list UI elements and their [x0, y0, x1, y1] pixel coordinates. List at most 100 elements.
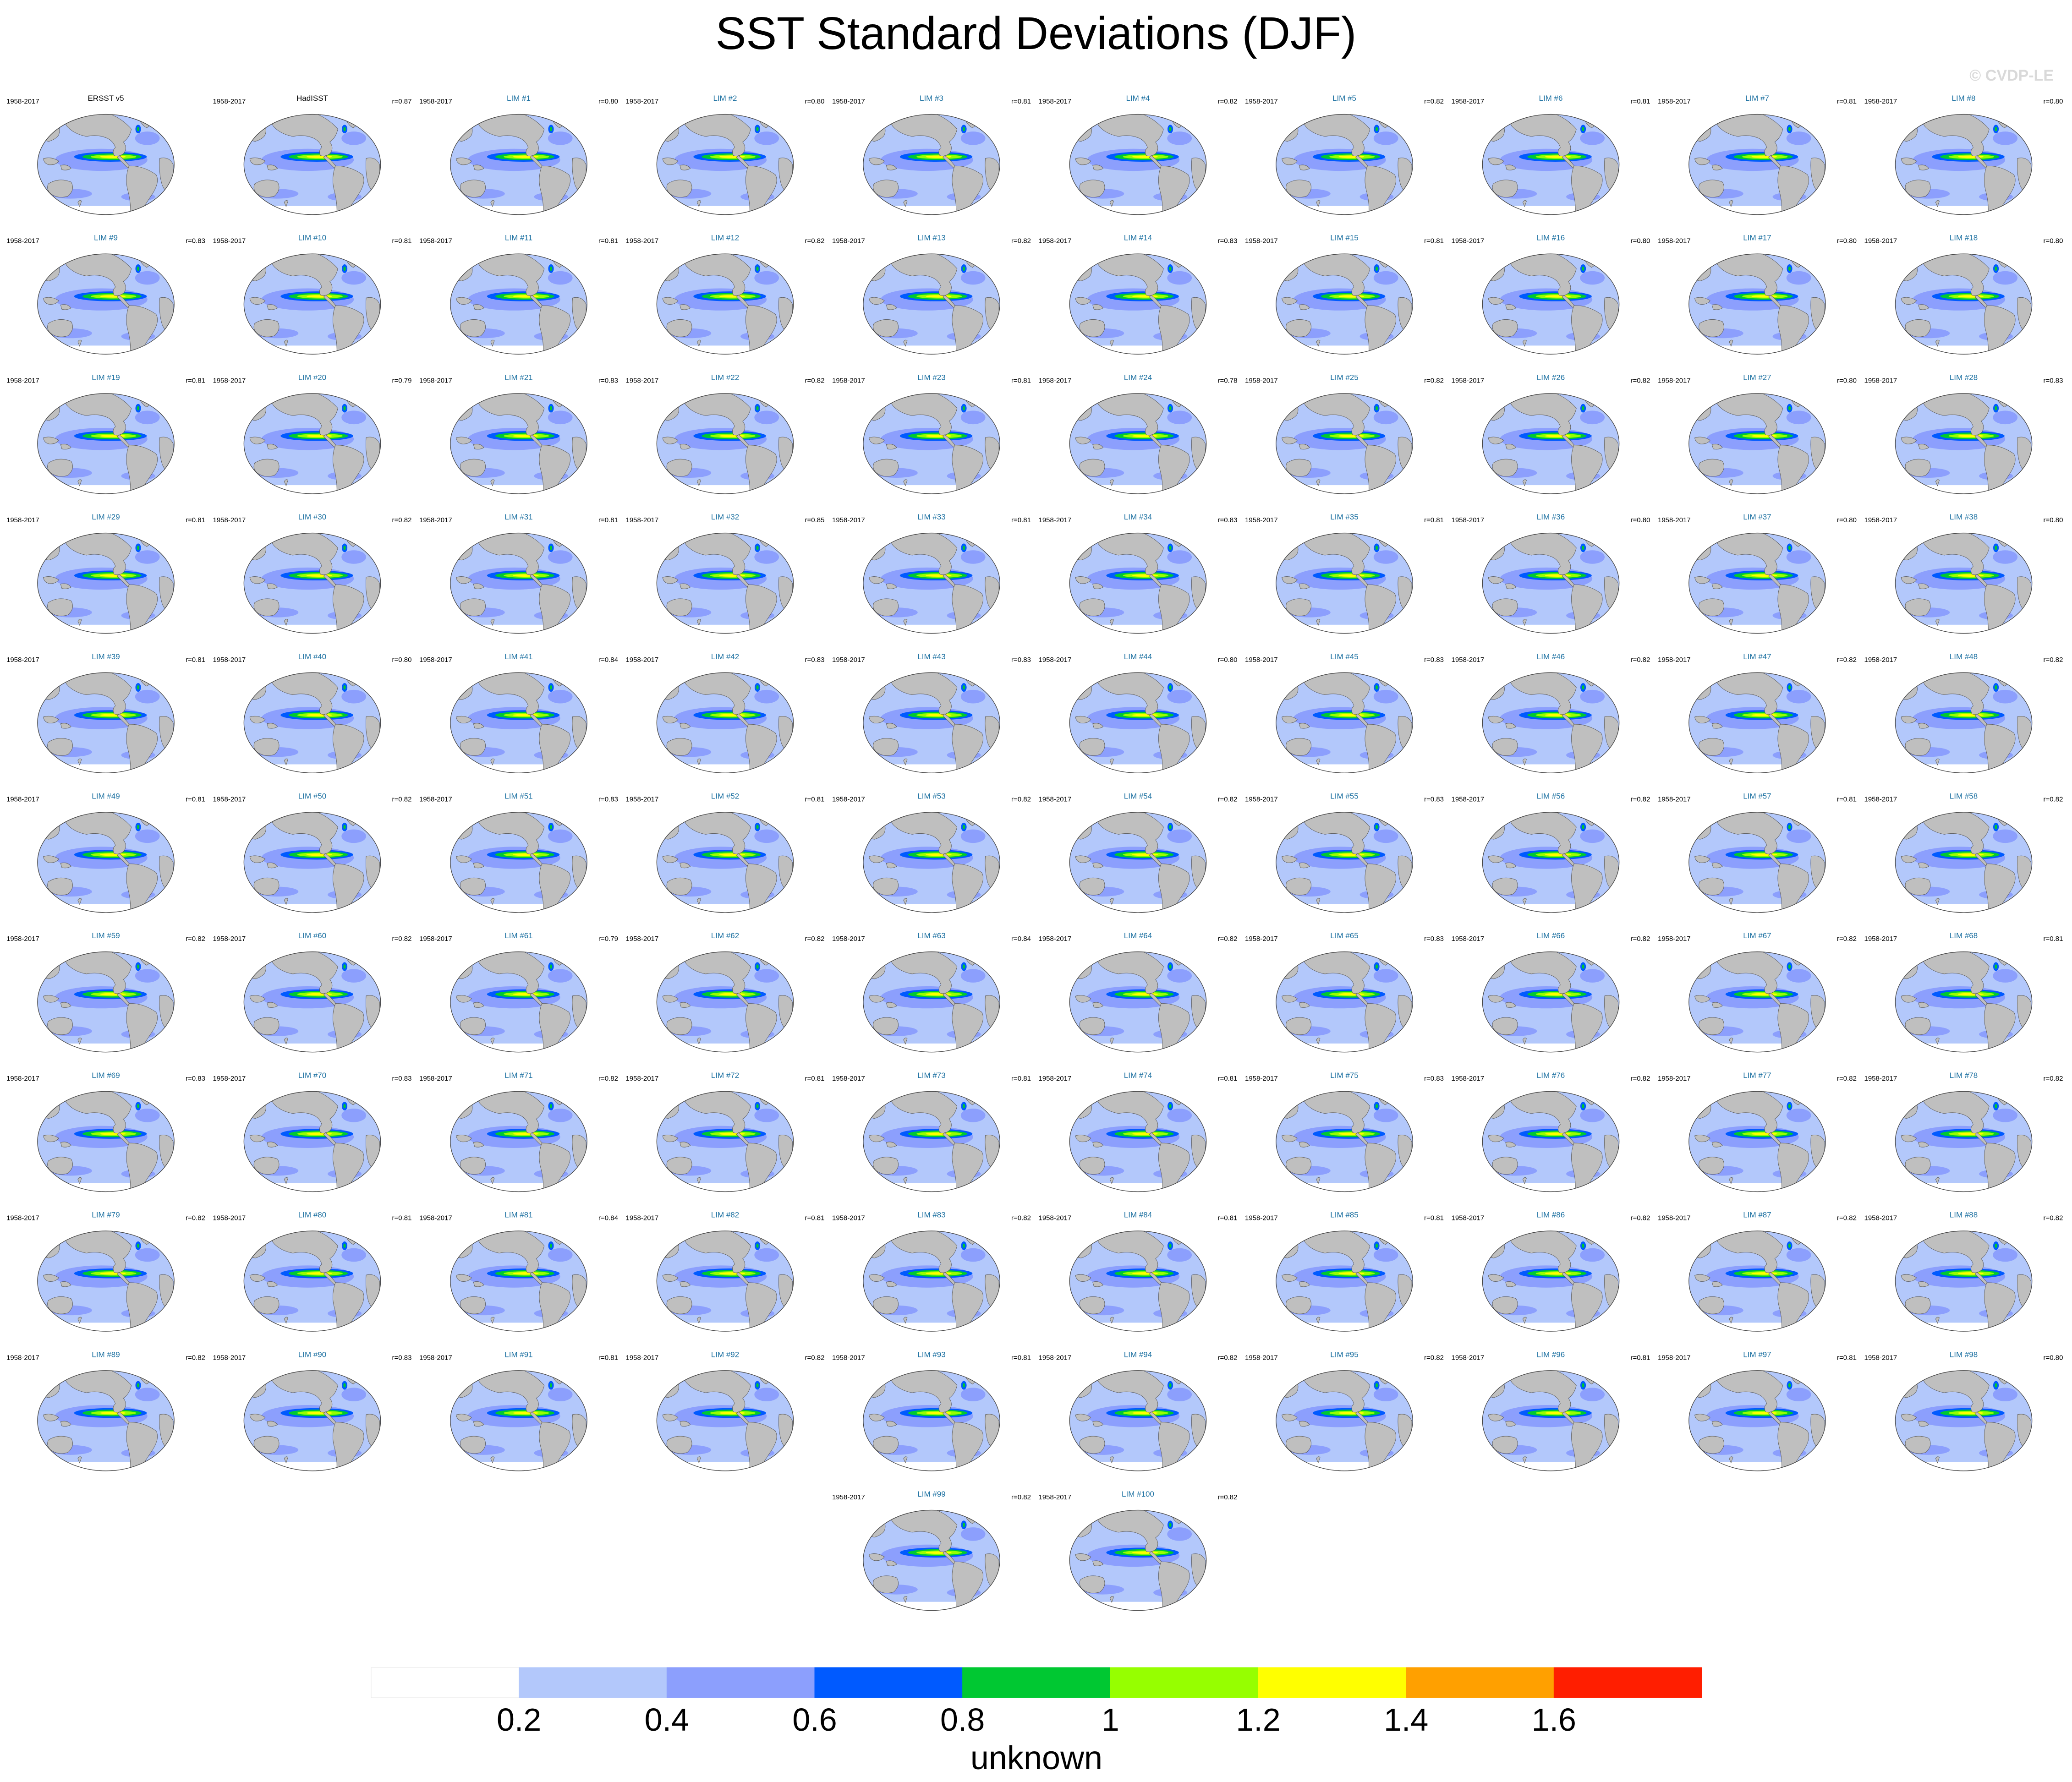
panel-period: 1958-2017: [6, 98, 39, 105]
panel-period: 1958-2017: [1039, 98, 1072, 105]
panel-label: LIM #12: [711, 234, 739, 242]
panel-label: LIM #74: [1124, 1071, 1152, 1080]
panel-period: 1958-2017: [419, 377, 452, 384]
panel-label: LIM #60: [298, 931, 326, 940]
panel-correlation: r=0.83: [1424, 1075, 1444, 1082]
panel-label: LIM #49: [92, 792, 120, 801]
panel-correlation: r=0.80: [1218, 656, 1238, 664]
panel-period: 1958-2017: [419, 1354, 452, 1361]
panel-period: 1958-2017: [419, 935, 452, 943]
panel-correlation: r=0.83: [2044, 377, 2063, 384]
map-panel: 1958-2017 LIM #12 r=0.82: [626, 234, 825, 380]
panel-label: LIM #24: [1124, 373, 1152, 382]
panel-label: LIM #85: [1330, 1211, 1358, 1219]
panel-period: 1958-2017: [419, 1214, 452, 1222]
panel-period: 1958-2017: [213, 1214, 246, 1222]
panel-correlation: r=0.81: [1011, 377, 1031, 384]
panel-correlation: r=0.81: [598, 516, 618, 524]
panel-period: 1958-2017: [213, 656, 246, 664]
map-panel: 1958-2017 LIM #97 r=0.81: [1658, 1350, 1857, 1496]
map-panel: 1958-2017 LIM #51 r=0.83: [419, 792, 618, 938]
panel-label: LIM #48: [1950, 652, 1978, 661]
panel-label: LIM #9: [94, 234, 118, 242]
panel-label: LIM #8: [1952, 94, 1976, 103]
panel-correlation: r=0.81: [1424, 516, 1444, 524]
panel-period: 1958-2017: [1039, 1214, 1072, 1222]
map-panel: 1958-2017 LIM #36 r=0.80: [1452, 513, 1650, 659]
panel-label: LIM #81: [504, 1211, 532, 1219]
panel-correlation: r=0.81: [1424, 237, 1444, 245]
panel-label: LIM #1: [507, 94, 531, 103]
panel-period: 1958-2017: [6, 377, 39, 384]
map-panel: 1958-2017 LIM #3 r=0.81: [832, 94, 1031, 240]
panel-correlation: r=0.81: [805, 1075, 825, 1082]
panel-label: LIM #39: [92, 652, 120, 661]
panel-label: LIM #11: [505, 234, 532, 242]
panel-period: 1958-2017: [1658, 377, 1691, 384]
panel-period: 1958-2017: [6, 1354, 39, 1361]
panel-label: LIM #70: [298, 1071, 326, 1080]
panel-correlation: r=0.82: [186, 1214, 205, 1222]
panel-period: 1958-2017: [6, 237, 39, 245]
panel-correlation: r=0.83: [805, 656, 825, 664]
map-panel: 1958-2017 LIM #76 r=0.82: [1452, 1071, 1650, 1217]
map-panel: 1958-2017 LIM #23 r=0.81: [832, 373, 1031, 519]
panel-period: 1958-2017: [1039, 1354, 1072, 1361]
map-panel: 1958-2017 LIM #16 r=0.80: [1452, 234, 1650, 380]
panel-label: LIM #44: [1124, 652, 1152, 661]
map-panel: 1958-2017 LIM #13 r=0.82: [832, 234, 1031, 380]
panel-label: LIM #86: [1537, 1211, 1565, 1219]
panel-correlation: r=0.81: [1011, 1354, 1031, 1361]
panel-period: 1958-2017: [626, 377, 659, 384]
map-panel: 1958-2017 LIM #4 r=0.82: [1039, 94, 1238, 240]
panel-correlation: r=0.82: [1631, 796, 1650, 804]
colorbar-tick-label: 1.6: [1532, 1702, 1576, 1738]
map-panel: 1958-2017 LIM #11 r=0.81: [419, 234, 618, 380]
map-panel: 1958-2017 LIM #74 r=0.81: [1039, 1071, 1238, 1217]
map-panel: 1958-2017 LIM #47 r=0.82: [1658, 652, 1857, 798]
map-panel: 1958-2017 LIM #94 r=0.82: [1039, 1350, 1238, 1496]
panel-label: LIM #27: [1743, 373, 1771, 382]
panel-label: LIM #78: [1950, 1071, 1978, 1080]
map-panel: 1958-2017 LIM #92 r=0.82: [626, 1350, 825, 1496]
panel-period: 1958-2017: [419, 1075, 452, 1082]
panel-correlation: r=0.82: [598, 1075, 618, 1082]
panel-correlation: r=0.82: [805, 377, 825, 384]
map-panel: 1958-2017 LIM #49 r=0.81: [6, 792, 205, 938]
panel-label: LIM #45: [1330, 652, 1358, 661]
panel-period: 1958-2017: [1864, 377, 1897, 384]
map-panel: 1958-2017 LIM #43 r=0.83: [832, 652, 1031, 798]
map-panel: 1958-2017 LIM #85 r=0.81: [1245, 1211, 1444, 1357]
panel-label: LIM #90: [298, 1350, 326, 1359]
panel-label: LIM #6: [1539, 94, 1563, 103]
map-panel: 1958-2017 LIM #84 r=0.81: [1039, 1211, 1238, 1357]
panel-correlation: r=0.82: [1631, 1075, 1650, 1082]
panel-period: 1958-2017: [1245, 656, 1278, 664]
map-panel: 1958-2017 LIM #71 r=0.82: [419, 1071, 618, 1217]
panel-correlation: r=0.84: [598, 656, 618, 664]
panel-correlation: r=0.81: [598, 1354, 618, 1361]
map-panel: 1958-2017 LIM #59 r=0.82: [6, 931, 205, 1077]
panel-period: 1958-2017: [419, 656, 452, 664]
panel-label: LIM #47: [1743, 652, 1771, 661]
panel-correlation: r=0.82: [1218, 98, 1238, 105]
map-panel: 1958-2017 LIM #54 r=0.82: [1039, 792, 1238, 938]
panel-label: LIM #40: [298, 652, 326, 661]
map-panel: 1958-2017 LIM #80 r=0.81: [213, 1211, 412, 1357]
panel-correlation: r=0.80: [1837, 237, 1857, 245]
panel-label: LIM #52: [711, 792, 739, 801]
panel-correlation: r=0.82: [186, 1354, 205, 1361]
map-panel: 1958-2017 LIM #5 r=0.82: [1245, 94, 1444, 240]
panel-label: LIM #89: [92, 1350, 120, 1359]
panel-label: LIM #25: [1330, 373, 1358, 382]
panel-label: LIM #72: [711, 1071, 739, 1080]
panel-label: LIM #66: [1537, 931, 1565, 940]
panel-correlation: r=0.82: [1631, 1214, 1650, 1222]
panel-period: 1958-2017: [1039, 516, 1072, 524]
panel-label: LIM #77: [1743, 1071, 1771, 1080]
panel-label: LIM #46: [1537, 652, 1565, 661]
panel-label: LIM #53: [917, 792, 945, 801]
map-panel: 1958-2017 LIM #69 r=0.83: [6, 1071, 205, 1217]
panel-period: 1958-2017: [832, 1493, 865, 1501]
panel-label: HadISST: [296, 94, 328, 103]
